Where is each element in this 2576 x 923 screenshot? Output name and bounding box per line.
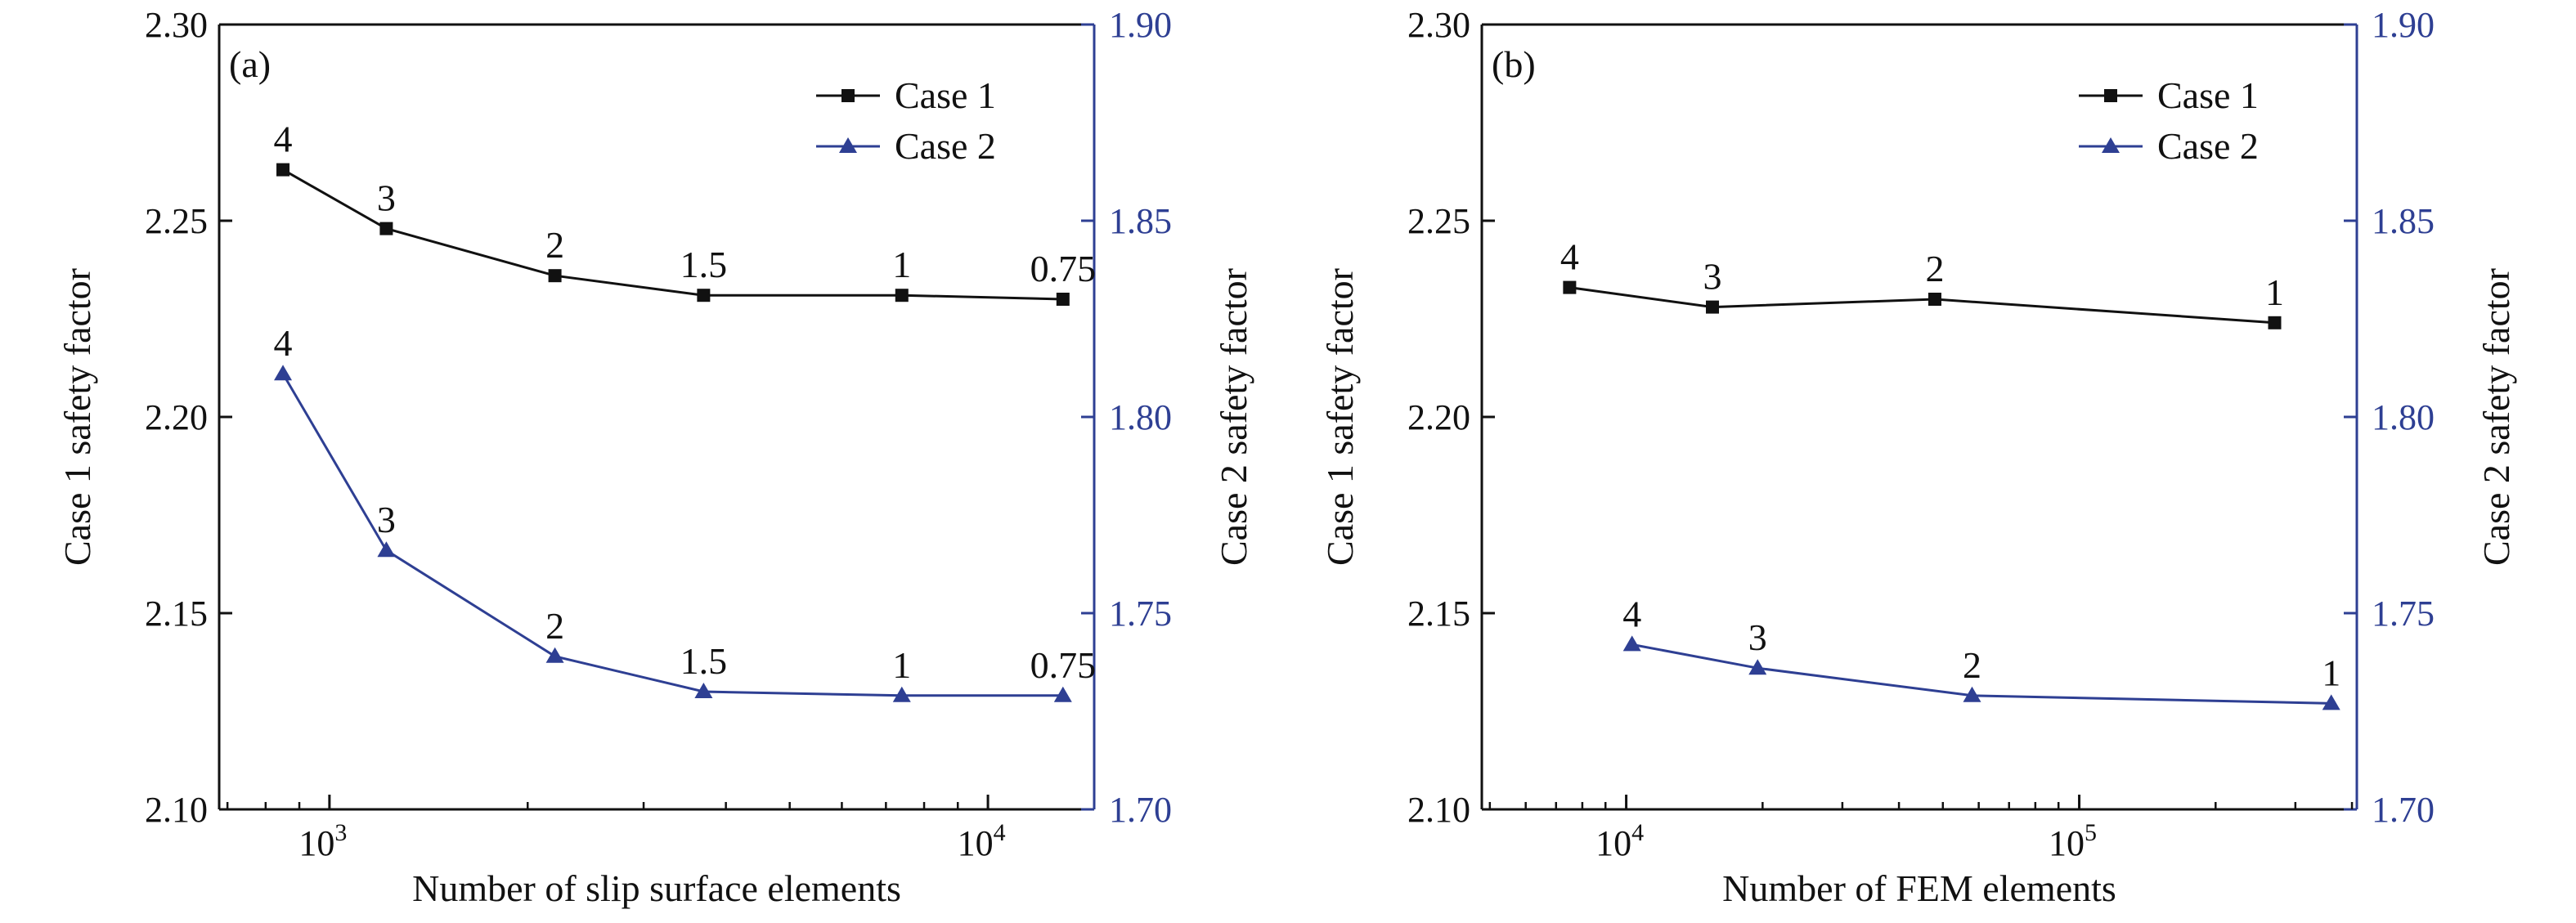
right-y-tick-label: 1.80 (2372, 397, 2435, 437)
data-point-marker (1928, 293, 1941, 306)
legend-marker-square (841, 89, 855, 102)
panel-label: (b) (1492, 43, 1536, 85)
right-y-tick-label: 1.85 (1109, 201, 1172, 241)
right-y-axis-title: Case 2 safety factor (1213, 268, 1254, 566)
data-point-label: 1 (2322, 652, 2340, 693)
panel-b: 2.10 2.15 2.20 2.25 2.30 1.70 1.75 1.80 1.85 1.90… (1319, 5, 2517, 909)
left-y-tick-label: 2.15 (145, 594, 208, 634)
legend-marker-square (2104, 89, 2117, 102)
left-y-tick-label: 2.20 (1407, 397, 1470, 437)
left-y-tick-label: 2.20 (145, 397, 208, 437)
data-point-label: 1 (892, 244, 911, 285)
left-y-tick-label: 2.25 (145, 201, 208, 241)
data-point-marker (2268, 316, 2282, 329)
data-point-marker (895, 289, 909, 302)
data-point-label: 4 (1560, 236, 1579, 278)
data-point-label: 2 (1925, 248, 1944, 289)
legend-entry: Case 1 (2157, 74, 2259, 116)
data-point-marker (1963, 686, 1981, 702)
data-point-label: 0.75 (1030, 644, 1097, 686)
data-point-marker (697, 289, 711, 302)
legend-entry: Case 2 (2157, 125, 2259, 167)
right-y-tick-label: 1.90 (2372, 5, 2435, 45)
data-point-label: 3 (1703, 256, 1722, 298)
right-y-tick-label: 1.85 (2372, 201, 2435, 241)
data-point-marker (1706, 300, 1720, 314)
left-y-axis-title: Case 1 safety factor (1319, 268, 1361, 566)
left-y-tick-label: 2.25 (1407, 201, 1470, 241)
data-point-label: 4 (274, 322, 293, 364)
data-point-label: 0.75 (1030, 248, 1097, 289)
right-y-tick-label: 1.70 (1109, 790, 1172, 830)
data-point-marker (1622, 635, 1641, 652)
series-line-1 (282, 168, 1063, 301)
legend-marker-triangle (2102, 137, 2120, 153)
data-point-marker (1563, 280, 1577, 294)
left-y-tick-label: 2.10 (145, 790, 208, 830)
panel-a: 2.10 2.15 2.20 2.25 2.30 1.70 1.75 1.80 1.85 1.90… (56, 5, 1254, 909)
data-point-marker (2322, 694, 2340, 710)
x-axis-title: Number of slip surface elements (412, 867, 901, 909)
right-y-axis-title: Case 2 safety factor (2475, 268, 2517, 566)
left-y-tick-label: 2.30 (1407, 5, 1470, 45)
data-point-label: 4 (274, 119, 293, 160)
left-y-tick-label: 2.30 (145, 5, 208, 45)
series-line-2 (281, 373, 1063, 697)
data-point-label: 2 (1963, 644, 1981, 686)
right-y-tick-label: 1.80 (1109, 397, 1172, 437)
data-point-label: 2 (545, 605, 564, 647)
x-tick-label: 103 (298, 819, 347, 863)
legend-marker-triangle (839, 137, 857, 153)
data-point-label: 3 (377, 177, 396, 219)
x-axis-title: Number of FEM elements (1722, 867, 2116, 909)
data-point-marker (548, 269, 562, 283)
data-point-label: 3 (1748, 616, 1767, 658)
x-tick-label: 104 (1595, 819, 1644, 863)
data-point-label: 2 (545, 224, 564, 266)
data-point-marker (1053, 686, 1072, 702)
data-point-marker (377, 541, 396, 558)
series-line-2 (1631, 643, 2331, 705)
left-y-tick-label: 2.15 (1407, 594, 1470, 634)
x-tick-label: 104 (958, 819, 1006, 863)
data-point-marker (379, 222, 393, 235)
data-point-marker (274, 365, 293, 381)
right-y-tick-label: 1.75 (2372, 594, 2435, 634)
right-y-tick-label: 1.70 (2372, 790, 2435, 830)
series-line-1 (1569, 286, 2275, 325)
data-point-marker (276, 163, 290, 177)
data-point-label: 1 (892, 644, 911, 686)
data-point-marker (892, 686, 911, 702)
data-point-label: 3 (377, 499, 396, 540)
legend-entry: Case 1 (895, 74, 996, 116)
right-y-tick-label: 1.90 (1109, 5, 1172, 45)
data-point-label: 1.5 (680, 244, 728, 285)
right-y-tick-label: 1.75 (1109, 594, 1172, 634)
data-point-marker (1748, 659, 1767, 675)
legend-entry: Case 2 (895, 125, 996, 167)
left-y-tick-label: 2.10 (1407, 790, 1470, 830)
panel-label: (a) (229, 43, 271, 85)
data-point-marker (545, 647, 564, 663)
left-y-axis-title: Case 1 safety factor (56, 268, 98, 566)
data-point-label: 4 (1622, 593, 1641, 634)
data-point-marker (1056, 293, 1070, 306)
data-point-label: 1.5 (680, 640, 728, 682)
data-point-label: 1 (2265, 271, 2284, 313)
data-point-marker (694, 683, 713, 698)
x-tick-label: 105 (2049, 819, 2097, 863)
